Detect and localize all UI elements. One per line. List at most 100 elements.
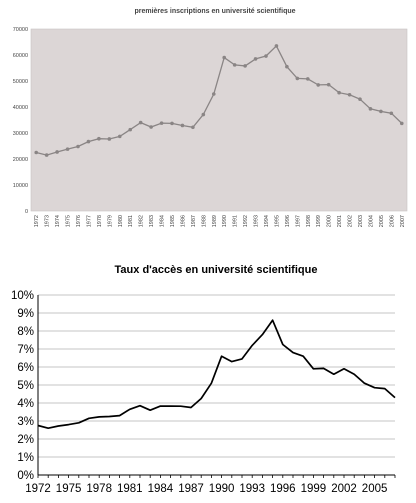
chart1-y-tick-label: 60000 [13, 53, 28, 59]
chart1-point [222, 55, 227, 60]
chart1-y-tick-label: 40000 [13, 105, 28, 111]
chart2-x-tick-label: 1987 [178, 483, 204, 495]
chart2-x-tick-label: 1978 [86, 483, 112, 495]
chart1-point [285, 64, 289, 69]
chart1-points [34, 44, 404, 157]
chart1-x-tick-label: 1975 [66, 215, 72, 227]
chart1-x-tick-label: 1985 [170, 215, 176, 227]
chart2-x-tick-label: 1999 [301, 483, 327, 495]
chart1-x-tick-label: 1996 [285, 215, 291, 227]
chart1-x-tick-label: 1981 [128, 215, 134, 227]
chart1-plot-area [30, 28, 408, 212]
chart1-point [389, 111, 394, 116]
chart2-y-tick-label: 10% [11, 290, 34, 302]
chart1-point [44, 153, 49, 157]
chart1-point [337, 90, 341, 95]
chart1-x-tick-label: 1974 [55, 215, 61, 227]
chart1-point [232, 63, 237, 67]
chart1-point [253, 57, 258, 61]
chart1-point [326, 82, 331, 87]
chart1-x-tick-label: 1999 [316, 215, 322, 227]
chart1-x-tick-label: 2002 [348, 215, 354, 227]
chart1-y-tick-label: 0 [25, 209, 28, 215]
chart2-y-tick-label: 4% [17, 398, 34, 410]
chart1-x-tick-label: 1978 [97, 215, 103, 227]
chart1-point [180, 123, 185, 128]
chart1-x-tick-label: 1983 [149, 215, 155, 227]
chart1-point [149, 125, 153, 129]
chart1-point [170, 121, 174, 126]
chart2-x-tick-label: 2002 [331, 483, 357, 495]
chart1-x-tick-label: 1991 [233, 215, 239, 227]
chart1-x-tick-label: 1998 [306, 215, 312, 227]
chart1-x-tick-label: 1992 [243, 215, 249, 227]
chart2-x-ticks: 1972 1975 1978 1981 1984 1987 1990 1993 1996 1999… [25, 475, 396, 495]
chart1-point [358, 97, 362, 101]
chart1-x-tick-label: 2001 [337, 215, 343, 227]
chart2-y-tick-label: 9% [17, 308, 34, 320]
chart2-x-tick-label: 1984 [148, 483, 174, 495]
chart2-title: Taux d'accès en université scientifique [115, 264, 318, 276]
chart1-point [107, 137, 112, 141]
chart1-x-tick-label: 1987 [191, 215, 197, 227]
chart2-y-tick-label: 0% [17, 470, 34, 482]
chart2-y-tick-label: 3% [17, 416, 34, 428]
chart1-point [191, 125, 195, 130]
chart2-x-tick-label: 1972 [25, 483, 51, 495]
chart1-point [76, 144, 80, 149]
chart1-point [201, 112, 206, 117]
chart1-x-tick-label: 1973 [45, 215, 51, 227]
chart1-x-tick-label: 1993 [254, 215, 260, 227]
chart1-x-tick-label: 2004 [368, 215, 374, 227]
chart1-point [347, 92, 352, 97]
chart1-point [65, 147, 70, 151]
chart2-series-line [37, 319, 396, 430]
chart1-x-tick-label: 1976 [76, 215, 82, 227]
chart2-x-tick-label: 2005 [362, 483, 388, 495]
chart1-point [379, 109, 383, 114]
chart1-point [34, 150, 39, 155]
chart1-point [243, 64, 247, 68]
chart2-y-tick-label: 2% [17, 434, 34, 446]
chart1-x-tick-label: 1979 [107, 215, 113, 227]
chart1-x-tick-label: 1986 [180, 215, 186, 227]
chart1-x-tick-label: 2005 [379, 215, 385, 227]
chart1-x-tick-label: 2003 [358, 215, 364, 227]
chart1-x-tick-label: 1995 [274, 215, 280, 227]
chart1-point [264, 54, 268, 58]
chart2-y-ticks: 0% 1% 2% 3% 4% 5% 6% 7% 8% 9% 10% [11, 290, 34, 482]
chart2-y-tick-label: 8% [17, 326, 34, 338]
chart1-point [274, 44, 279, 48]
chart1-x-tick-label: 1984 [160, 215, 166, 227]
chart2-x-tick-label: 1990 [209, 483, 235, 495]
chart-inscriptions: premières inscriptions en université sci… [13, 8, 408, 227]
chart1-point [316, 83, 321, 87]
chart1-x-tick-label: 1977 [86, 215, 92, 227]
chart1-x-tick-label: 1994 [264, 215, 270, 227]
chart1-x-tick-label: 1997 [295, 215, 301, 227]
chart1-point [55, 150, 59, 154]
chart1-point [117, 134, 122, 139]
chart1-x-tick-label: 1990 [222, 215, 228, 227]
chart1-x-tick-label: 1989 [212, 215, 218, 227]
chart1-y-tick-label: 10000 [13, 183, 28, 189]
chart1-x-tick-label: 1988 [201, 215, 207, 227]
chart1-point [368, 107, 373, 111]
chart1-y-tick-label: 30000 [13, 131, 28, 137]
chart1-point [86, 139, 91, 144]
chart1-y-tick-label: 50000 [13, 79, 28, 85]
chart2-x-tick-label: 1993 [239, 483, 265, 495]
chart2-x-tick-label: 1996 [270, 483, 296, 495]
chart1-y-ticks: 0 10000 20000 30000 40000 50000 60000 70000 [13, 27, 28, 215]
chart1-point [295, 76, 300, 81]
chart1-x-tick-label: 2006 [389, 215, 395, 227]
chart1-point [211, 92, 216, 96]
chart1-x-tick-label: 2000 [327, 215, 333, 227]
chart1-x-ticks: 1972 1973 1974 1975 1976 1977 1978 1979 1980 1981… [34, 215, 406, 227]
chart1-title: premières inscriptions en université sci… [134, 8, 295, 15]
chart1-y-tick-label: 70000 [13, 27, 28, 33]
chart2-y-tick-label: 5% [17, 380, 34, 392]
chart1-x-tick-label: 1980 [118, 215, 124, 227]
chart1-point [159, 121, 164, 125]
